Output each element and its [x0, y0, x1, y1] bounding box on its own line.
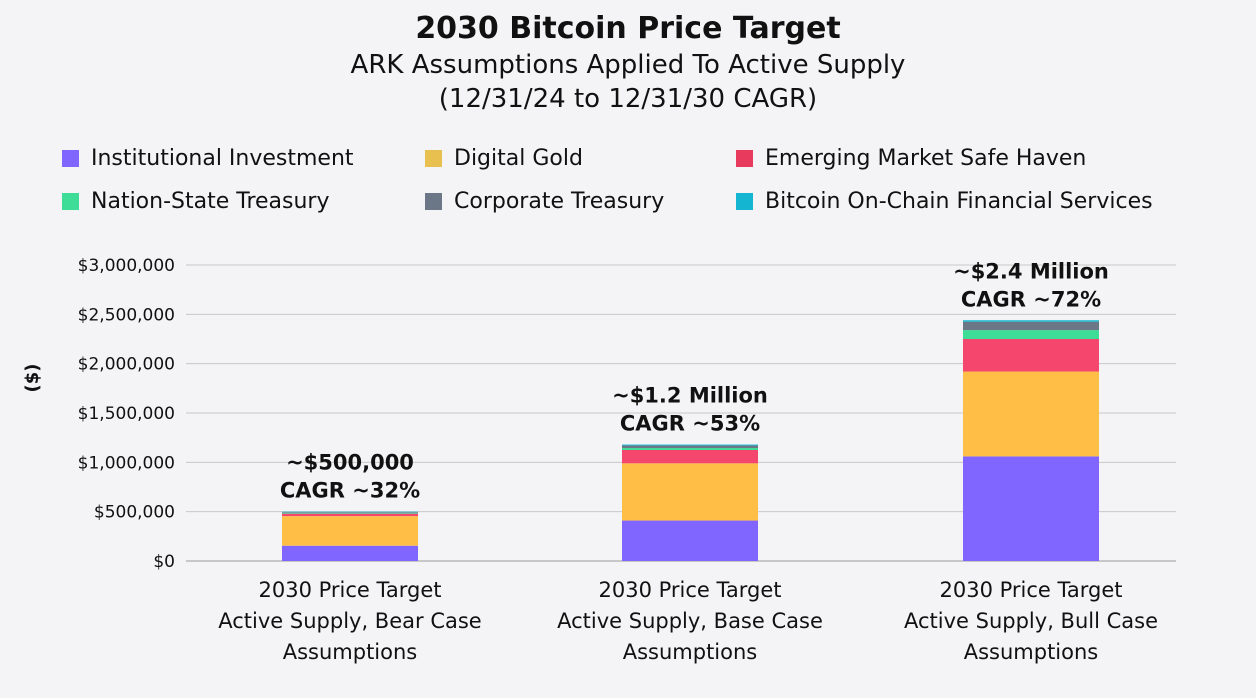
x-category-label: Assumptions [964, 640, 1099, 664]
bar-segment [282, 516, 418, 546]
total-price-label: ~$500,000 [286, 451, 414, 475]
y-tick-label: $3,000,000 [78, 256, 175, 276]
y-tick-label: $0 [153, 552, 175, 572]
legend-label: Nation-State Treasury [91, 189, 330, 214]
total-cagr-label: CAGR ~72% [961, 287, 1101, 311]
x-axis: 2030 Price Target Active Supply, Bear Cas… [218, 578, 1158, 664]
legend-swatch [62, 193, 79, 210]
total-cagr-label: CAGR ~53% [620, 412, 760, 436]
bar-segment [622, 448, 758, 450]
x-category-label: Assumptions [283, 640, 418, 664]
total-price-label: ~$2.4 Million [953, 259, 1109, 283]
total-price-label: ~$1.2 Million [612, 384, 768, 408]
bar-segment [282, 545, 418, 561]
legend-item-digital-gold: Digital Gold [425, 146, 583, 171]
total-cagr-label: CAGR ~32% [280, 479, 420, 503]
bar-segment [963, 339, 1099, 372]
x-category-label: 2030 Price Target [940, 578, 1123, 602]
legend-item-emerging-market-safe-haven: Emerging Market Safe Haven [736, 146, 1086, 171]
legend-label: Institutional Investment [91, 146, 354, 171]
x-category-label: Active Supply, Bear Case [218, 609, 481, 633]
bar-segment [282, 512, 418, 514]
legend-swatch [425, 150, 442, 167]
bar-segment [622, 444, 758, 446]
y-axis-label: ($) [22, 364, 43, 393]
x-category-label: Active Supply, Bull Case [904, 609, 1158, 633]
y-tick-label: $2,500,000 [78, 305, 175, 325]
bar-segment [282, 512, 418, 513]
bar-segment [963, 321, 1099, 331]
bars [282, 320, 1099, 561]
y-tick-label: $1,500,000 [78, 404, 175, 424]
bar-segment [622, 445, 758, 449]
chart-title: 2030 Bitcoin Price Target [415, 11, 841, 46]
chart-subtitle-line-2: (12/31/24 to 12/31/30 CAGR) [438, 84, 818, 114]
legend-label: Emerging Market Safe Haven [765, 146, 1087, 171]
y-tick-label: $2,000,000 [78, 355, 175, 375]
legend-item-corporate-treasury: Corporate Treasury [425, 189, 664, 214]
chart-subtitle-line-1: ARK Assumptions Applied To Active Supply [350, 50, 906, 80]
bar-segment [963, 456, 1099, 561]
legend-item-bitcoin-on-chain-financial-services: Bitcoin On-Chain Financial Services [736, 189, 1153, 214]
x-category-label: 2030 Price Target [259, 578, 442, 602]
y-axis: $0 $500,000 $1,000,000 $1,500,000 $2,000,000… [22, 256, 175, 572]
legend-swatch [425, 193, 442, 210]
legend-item-institutional-investment: Institutional Investment [62, 146, 354, 171]
bar-segment [963, 330, 1099, 339]
legend-label: Digital Gold [454, 146, 583, 171]
legend-swatch [62, 150, 79, 167]
bar-segment [282, 513, 418, 517]
legend-label: Corporate Treasury [454, 189, 665, 214]
title-block: 2030 Bitcoin Price Target ARK Assumption… [0, 10, 1256, 116]
legend: Institutional Investment Digital Gold Em… [62, 142, 1242, 232]
x-category-label: Active Supply, Base Case [557, 609, 823, 633]
legend-swatch [736, 150, 753, 167]
data-labels: CAGR ~32% ~$500,000 CAGR ~53% ~$1.2 Million… [280, 259, 1109, 502]
y-tick-label: $500,000 [94, 503, 175, 523]
legend-swatch [736, 193, 753, 210]
bar-segment [622, 520, 758, 561]
legend-label: Bitcoin On-Chain Financial Services [765, 189, 1153, 214]
x-category-label: Assumptions [623, 640, 758, 664]
y-tick-label: $1,000,000 [78, 453, 175, 473]
bar-segment [963, 320, 1099, 322]
bar-segment [622, 450, 758, 464]
bar-segment [963, 371, 1099, 457]
x-category-label: 2030 Price Target [599, 578, 782, 602]
legend-item-nation-state-treasury: Nation-State Treasury [62, 189, 330, 214]
bar-segment [622, 463, 758, 521]
